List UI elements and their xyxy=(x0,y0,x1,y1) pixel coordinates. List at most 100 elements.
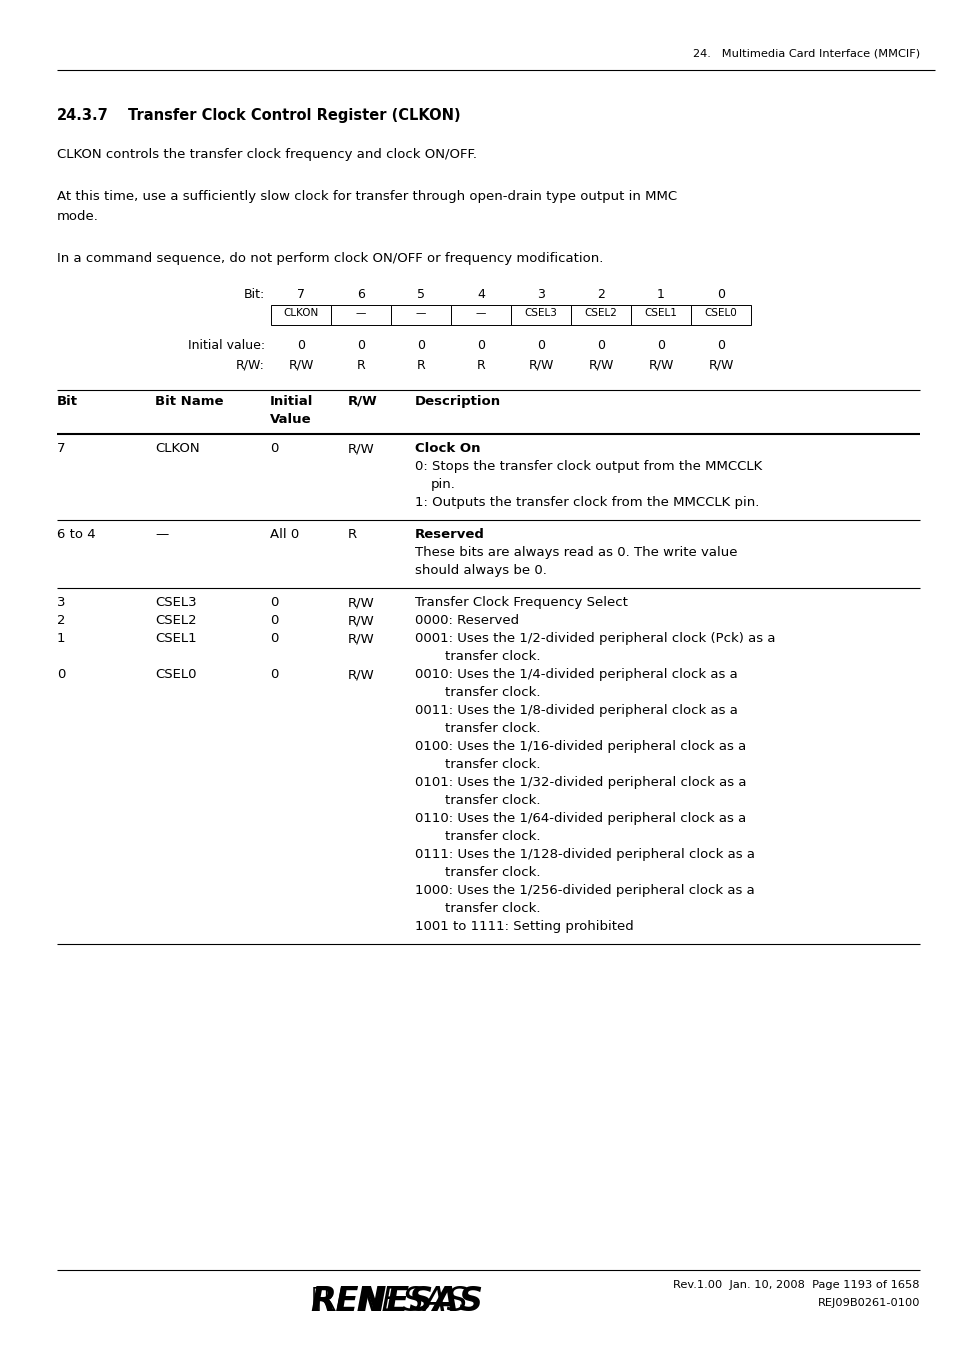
Text: Transfer Clock Frequency Select: Transfer Clock Frequency Select xyxy=(415,595,627,609)
Text: 0001: Uses the 1/2-divided peripheral clock (Pck) as a: 0001: Uses the 1/2-divided peripheral cl… xyxy=(415,632,775,645)
Text: R: R xyxy=(348,528,356,541)
Bar xyxy=(451,305,511,325)
Text: Value: Value xyxy=(270,413,312,427)
Text: Description: Description xyxy=(415,396,500,408)
Text: 7: 7 xyxy=(57,441,66,455)
Text: CSEL2: CSEL2 xyxy=(154,614,196,626)
Text: R/W: R/W xyxy=(348,595,375,609)
Bar xyxy=(511,305,571,325)
Text: 0010: Uses the 1/4-divided peripheral clock as a: 0010: Uses the 1/4-divided peripheral cl… xyxy=(415,668,737,680)
Text: 5: 5 xyxy=(416,288,424,301)
Text: —: — xyxy=(154,528,168,541)
Bar xyxy=(271,305,331,325)
Text: —: — xyxy=(476,308,486,319)
Text: 0: 0 xyxy=(717,288,724,301)
Text: 0: 0 xyxy=(476,339,484,352)
Text: 0: 0 xyxy=(270,614,278,626)
Text: 3: 3 xyxy=(57,595,66,609)
Text: CSEL3: CSEL3 xyxy=(524,308,557,319)
Text: R/W: R/W xyxy=(348,614,375,626)
Text: mode.: mode. xyxy=(57,211,99,223)
Text: 0: 0 xyxy=(537,339,544,352)
Text: 0111: Uses the 1/128-divided peripheral clock as a: 0111: Uses the 1/128-divided peripheral … xyxy=(415,848,754,861)
Text: REJ09B0261-0100: REJ09B0261-0100 xyxy=(817,1297,919,1308)
Text: In a command sequence, do not perform clock ON/OFF or frequency modification.: In a command sequence, do not perform cl… xyxy=(57,252,602,265)
Text: 1: 1 xyxy=(57,632,66,645)
Text: 1000: Uses the 1/256-divided peripheral clock as a: 1000: Uses the 1/256-divided peripheral … xyxy=(415,884,754,896)
Text: CSEL1: CSEL1 xyxy=(154,632,196,645)
Text: Bit:: Bit: xyxy=(244,288,265,301)
Text: 6: 6 xyxy=(356,288,365,301)
Text: 0: 0 xyxy=(270,632,278,645)
Text: 0100: Uses the 1/16-divided peripheral clock as a: 0100: Uses the 1/16-divided peripheral c… xyxy=(415,740,745,753)
Bar xyxy=(690,305,750,325)
Text: Rev.1.00  Jan. 10, 2008  Page 1193 of 1658: Rev.1.00 Jan. 10, 2008 Page 1193 of 1658 xyxy=(673,1280,919,1291)
Text: Initial value:: Initial value: xyxy=(188,339,265,352)
Text: R/W: R/W xyxy=(348,632,375,645)
Text: pin.: pin. xyxy=(431,478,456,491)
Text: 0: 0 xyxy=(270,595,278,609)
Text: CLKON controls the transfer clock frequency and clock ON/OFF.: CLKON controls the transfer clock freque… xyxy=(57,148,476,161)
Text: 0: 0 xyxy=(296,339,305,352)
Text: 24.3.7: 24.3.7 xyxy=(57,108,109,123)
Text: CLKON: CLKON xyxy=(154,441,199,455)
Text: transfer clock.: transfer clock. xyxy=(444,649,540,663)
Text: 24.   Multimedia Card Interface (MMCIF): 24. Multimedia Card Interface (MMCIF) xyxy=(692,49,919,58)
Bar xyxy=(630,305,690,325)
Text: CSEL1: CSEL1 xyxy=(644,308,677,319)
Text: CSEL3: CSEL3 xyxy=(154,595,196,609)
Text: R/W:: R/W: xyxy=(236,359,265,373)
Text: Initial: Initial xyxy=(270,396,313,408)
Text: transfer clock.: transfer clock. xyxy=(444,794,540,807)
Text: 0: 0 xyxy=(356,339,365,352)
Text: should always be 0.: should always be 0. xyxy=(415,564,546,576)
Text: 2: 2 xyxy=(597,288,604,301)
Text: 0110: Uses the 1/64-divided peripheral clock as a: 0110: Uses the 1/64-divided peripheral c… xyxy=(415,811,745,825)
Text: These bits are always read as 0. The write value: These bits are always read as 0. The wri… xyxy=(415,545,737,559)
Text: 0: 0 xyxy=(416,339,424,352)
Text: 0: 0 xyxy=(717,339,724,352)
Text: RENESAS: RENESAS xyxy=(310,1285,482,1318)
Text: transfer clock.: transfer clock. xyxy=(444,722,540,734)
Text: 0: Stops the transfer clock output from the MMCCLK: 0: Stops the transfer clock output from … xyxy=(415,460,761,472)
Text: 7: 7 xyxy=(296,288,305,301)
Text: 0: 0 xyxy=(57,668,66,680)
Text: R/W: R/W xyxy=(528,359,553,373)
Text: ℝENESAS: ℝENESAS xyxy=(310,1285,468,1318)
Text: Reserved: Reserved xyxy=(415,528,484,541)
Text: R/W: R/W xyxy=(348,396,377,408)
Text: At this time, use a sufficiently slow clock for transfer through open-drain type: At this time, use a sufficiently slow cl… xyxy=(57,190,677,202)
Text: 6 to 4: 6 to 4 xyxy=(57,528,95,541)
Text: 1001 to 1111: Setting prohibited: 1001 to 1111: Setting prohibited xyxy=(415,919,633,933)
Text: 0101: Uses the 1/32-divided peripheral clock as a: 0101: Uses the 1/32-divided peripheral c… xyxy=(415,776,745,788)
Text: Bit: Bit xyxy=(57,396,78,408)
Text: transfer clock.: transfer clock. xyxy=(444,865,540,879)
Text: transfer clock.: transfer clock. xyxy=(444,902,540,915)
Text: —: — xyxy=(355,308,366,319)
Text: R/W: R/W xyxy=(707,359,733,373)
Text: 4: 4 xyxy=(476,288,484,301)
Bar xyxy=(391,305,451,325)
Text: CSEL0: CSEL0 xyxy=(704,308,737,319)
Text: Clock On: Clock On xyxy=(415,441,480,455)
Text: CSEL2: CSEL2 xyxy=(584,308,617,319)
Text: All 0: All 0 xyxy=(270,528,299,541)
Text: Transfer Clock Control Register (CLKON): Transfer Clock Control Register (CLKON) xyxy=(128,108,460,123)
Text: transfer clock.: transfer clock. xyxy=(444,686,540,699)
Text: CSEL0: CSEL0 xyxy=(154,668,196,680)
Text: 2: 2 xyxy=(57,614,66,626)
Text: R: R xyxy=(476,359,485,373)
Text: 0: 0 xyxy=(270,441,278,455)
Bar xyxy=(331,305,391,325)
Text: transfer clock.: transfer clock. xyxy=(444,757,540,771)
Text: CLKON: CLKON xyxy=(283,308,318,319)
Text: 1: Outputs the transfer clock from the MMCCLK pin.: 1: Outputs the transfer clock from the M… xyxy=(415,495,759,509)
Text: 0000: Reserved: 0000: Reserved xyxy=(415,614,518,626)
Text: 1: 1 xyxy=(657,288,664,301)
Text: R/W: R/W xyxy=(348,668,375,680)
Text: 0: 0 xyxy=(270,668,278,680)
Bar xyxy=(571,305,630,325)
Text: R/W: R/W xyxy=(348,441,375,455)
Text: 3: 3 xyxy=(537,288,544,301)
Text: R: R xyxy=(416,359,425,373)
